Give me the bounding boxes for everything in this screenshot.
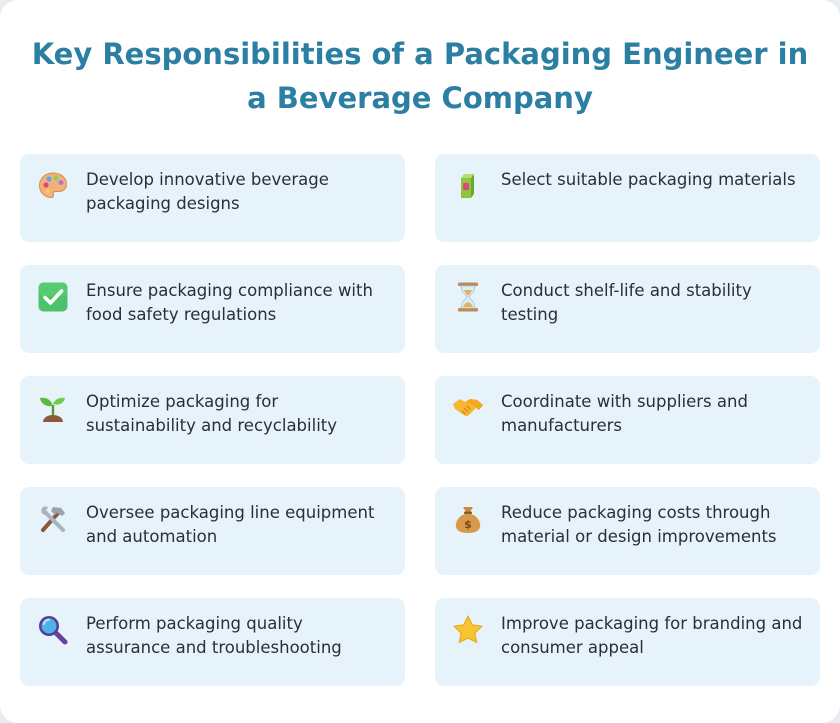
artist-palette-icon — [37, 170, 69, 202]
responsibility-text: Select suitable packaging materials — [501, 170, 796, 189]
handshake-icon — [452, 392, 484, 424]
responsibility-item: Develop innovative beverage packaging de… — [20, 154, 405, 242]
responsibility-text: Reduce packaging costs through material … — [501, 503, 777, 546]
check-mark-button-icon — [37, 281, 69, 313]
beverage-box-icon — [452, 170, 484, 202]
seedling-icon — [37, 392, 69, 424]
responsibility-text: Perform packaging quality assurance and … — [86, 614, 342, 657]
page-title: Key Responsibilities of a Packaging Engi… — [31, 37, 809, 115]
responsibility-item: Improve packaging for branding and consu… — [435, 598, 820, 686]
magnifying-glass-icon — [37, 614, 69, 646]
responsibility-item: Select suitable packaging materials — [435, 154, 820, 242]
responsibility-item: Optimize packaging for sustainability an… — [20, 376, 405, 464]
responsibility-text: Coordinate with suppliers and manufactur… — [501, 392, 748, 435]
responsibility-text: Ensure packaging compliance with food sa… — [86, 281, 373, 324]
responsibility-text: Conduct shelf-life and stability testing — [501, 281, 752, 324]
responsibility-item: $ Reduce packaging costs through materia… — [435, 487, 820, 575]
hourglass-icon — [452, 281, 484, 313]
responsibility-item: Conduct shelf-life and stability testing — [435, 265, 820, 353]
hammer-and-wrench-icon — [37, 503, 69, 535]
responsibility-item: Oversee packaging line equipment and aut… — [20, 487, 405, 575]
responsibility-text: Optimize packaging for sustainability an… — [86, 392, 338, 435]
svg-text:$: $ — [464, 518, 472, 531]
responsibility-item: Coordinate with suppliers and manufactur… — [435, 376, 820, 464]
responsibilities-grid: Develop innovative beverage packaging de… — [20, 154, 820, 686]
responsibility-item: Perform packaging quality assurance and … — [20, 598, 405, 686]
star-icon — [452, 614, 484, 646]
responsibility-item: Ensure packaging compliance with food sa… — [20, 265, 405, 353]
responsibility-text: Improve packaging for branding and consu… — [501, 614, 803, 657]
responsibility-text: Develop innovative beverage packaging de… — [86, 170, 329, 213]
responsibility-text: Oversee packaging line equipment and aut… — [86, 503, 375, 546]
money-bag-icon: $ — [452, 503, 484, 535]
